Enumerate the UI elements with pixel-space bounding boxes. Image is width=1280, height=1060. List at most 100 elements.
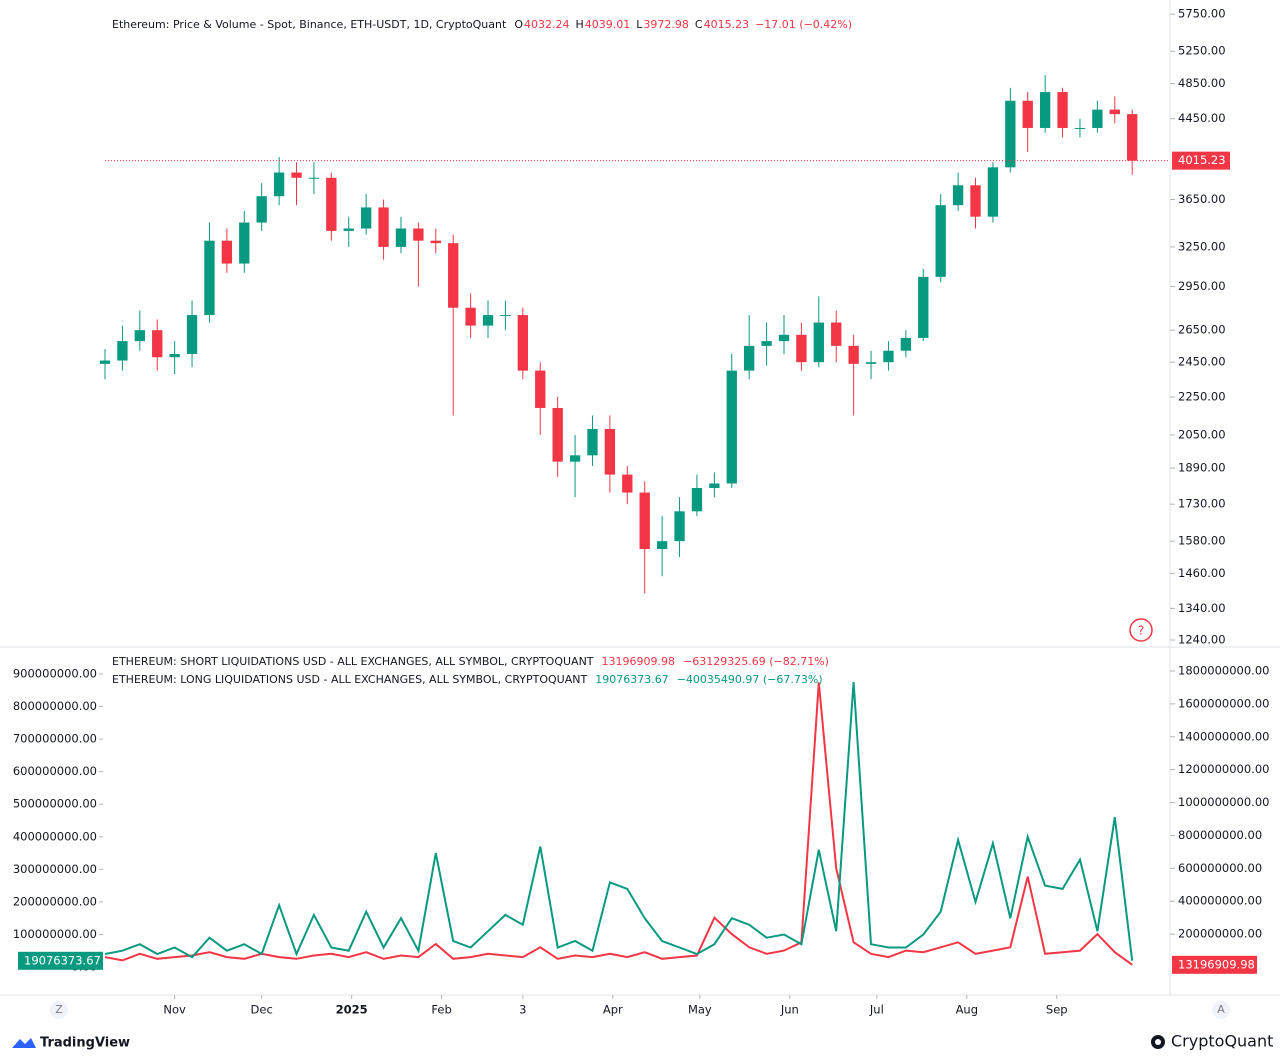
ohlc-value: 3972.98	[643, 18, 689, 31]
candle-body	[883, 350, 894, 363]
zoom-button-text[interactable]: Z	[55, 1003, 63, 1016]
legend-change: −40035490.97 (−67.73%)	[677, 673, 823, 686]
y-tick-label: 2050.00	[1178, 427, 1226, 441]
candle-body	[900, 337, 912, 351]
tradingview-logo	[12, 1038, 36, 1048]
candle-body	[987, 167, 999, 217]
candle-body	[587, 428, 598, 456]
y-tick-label: 1460.00	[1178, 566, 1226, 580]
ohlc-value: 4015.23	[704, 18, 750, 31]
cryptoquant-logo-inner	[1155, 1039, 1161, 1045]
candle-body	[952, 185, 964, 206]
candle-body	[744, 345, 755, 371]
x-tick-label: Sep	[1046, 1003, 1068, 1017]
y-tick-label: 1730.00	[1178, 497, 1226, 511]
candle-body	[1022, 100, 1033, 128]
legend-value: 19076373.67	[595, 673, 668, 686]
candle-body	[604, 428, 616, 475]
zoom-button[interactable]	[50, 1001, 68, 1019]
y-tick-label: 1340.00	[1178, 601, 1226, 615]
x-tick-label: Aug	[956, 1003, 978, 1017]
x-tick-label: Jun	[780, 1003, 799, 1017]
candle-body	[256, 196, 267, 223]
candle-body	[674, 511, 685, 542]
ohlc-value: 4039.01	[585, 18, 631, 31]
candle-body	[1039, 92, 1051, 128]
help-icon-text[interactable]: ?	[1138, 624, 1144, 638]
candle-body	[796, 334, 807, 363]
candle-body	[430, 240, 441, 244]
candle-body	[413, 228, 424, 241]
series-line	[104, 682, 1134, 961]
candle-body	[709, 483, 720, 488]
series-line	[104, 682, 1133, 966]
last-value-box	[18, 951, 103, 970]
candle-body	[186, 315, 198, 354]
candle-body	[500, 315, 511, 317]
candle-body	[395, 228, 407, 247]
y-tick-label: 900000000.00	[13, 666, 97, 680]
candle-body	[1057, 92, 1068, 128]
candle-body	[1109, 109, 1120, 115]
auto-button-text[interactable]: A	[1217, 1003, 1225, 1016]
x-tick-label: Dec	[251, 1003, 273, 1017]
x-tick-label: May	[688, 1003, 712, 1017]
candle-body	[117, 341, 128, 361]
y-tick-label: 4850.00	[1178, 76, 1226, 90]
last-value-box	[1172, 955, 1257, 974]
y-tick-label: 1580.00	[1178, 534, 1226, 548]
candle-body	[448, 243, 459, 308]
y-tick-label: 700000000.00	[13, 732, 97, 746]
y-tick-label: 1240.00	[1178, 633, 1226, 647]
candle-body	[970, 185, 981, 217]
candle-body	[1127, 114, 1138, 161]
last-price-box	[1172, 151, 1230, 170]
candle-body	[152, 330, 163, 358]
candle-body	[378, 207, 389, 247]
y-tick-label: 500000000.00	[13, 797, 97, 811]
candle-body	[778, 334, 790, 342]
candle-body	[865, 362, 877, 364]
candle-body	[482, 315, 494, 326]
x-tick-label: Feb	[431, 1003, 451, 1017]
candle-body	[465, 307, 476, 326]
legend-name: ETHEREUM: SHORT LIQUIDATIONS USD - ALL E…	[112, 655, 594, 668]
legend-value: 13196909.98	[602, 655, 675, 668]
y2-tick-label: 200000000.00	[1178, 927, 1262, 941]
candle-body	[1092, 109, 1103, 128]
last-value-label: 19076373.67	[24, 953, 101, 967]
candle-body	[761, 341, 772, 346]
y-tick-label: 600000000.00	[13, 764, 97, 778]
last-price-label: 4015.23	[1178, 153, 1226, 167]
candle-body	[239, 222, 250, 264]
ohlc-key: H	[575, 18, 583, 31]
auto-button[interactable]	[1212, 1001, 1230, 1019]
y2-tick-label: 600000000.00	[1178, 861, 1262, 875]
ohlc-key: O	[514, 18, 523, 31]
candle-body	[360, 207, 372, 229]
candle-body	[918, 276, 929, 338]
ohlc-key: C	[695, 18, 703, 31]
y-tick-label: 3650.00	[1178, 192, 1226, 206]
ohlc-key: L	[636, 18, 643, 31]
candle-body	[726, 370, 737, 484]
candle-body	[169, 353, 180, 358]
candle-body	[1005, 100, 1016, 168]
y2-tick-label: 1800000000.00	[1178, 663, 1269, 677]
candle-body	[622, 474, 633, 493]
candle-body	[569, 455, 581, 462]
help-icon[interactable]	[1129, 618, 1153, 642]
y2-tick-label: 1200000000.00	[1178, 762, 1269, 776]
y2-tick-label: 400000000.00	[1178, 894, 1262, 908]
candle-body	[134, 330, 145, 342]
candle-body	[326, 177, 337, 231]
legend-name: ETHEREUM: LONG LIQUIDATIONS USD - ALL EX…	[112, 673, 587, 686]
candle-body	[517, 315, 529, 371]
y-tick-label: 2450.00	[1178, 355, 1226, 369]
ohlc-value: 4032.24	[524, 18, 570, 31]
y-tick-label: 2950.00	[1178, 279, 1226, 293]
candle-body	[848, 345, 859, 364]
candle-body	[552, 407, 563, 462]
y-tick-label: 3250.00	[1178, 239, 1226, 253]
last-value-label: 13196909.98	[1178, 957, 1255, 971]
